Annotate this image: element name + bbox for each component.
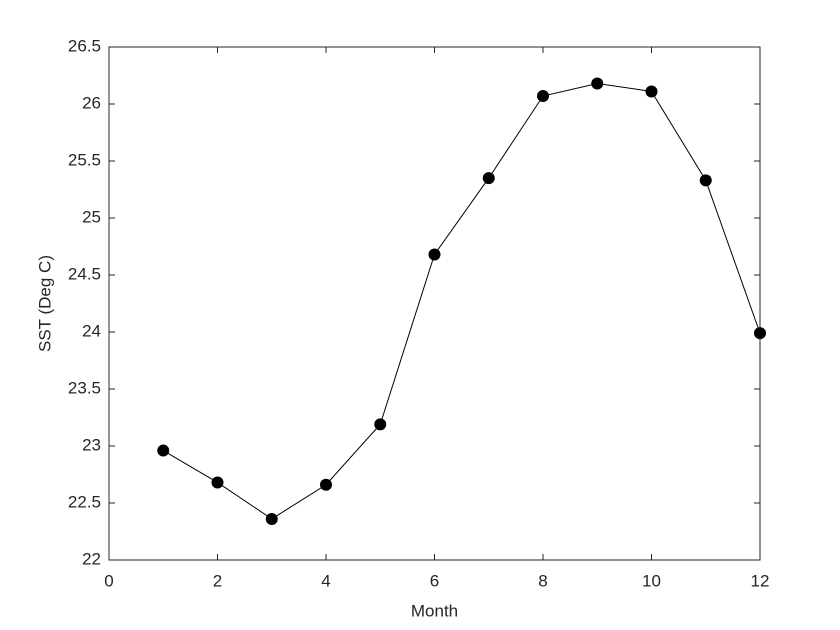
data-point [591,77,604,90]
x-tick-label: 6 [430,571,439,590]
data-line [162,82,761,520]
y-tick-label: 22.5 [68,492,101,511]
x-tick-label: 8 [538,571,547,590]
data-point [211,476,224,489]
y-tick-label: 24 [82,321,101,340]
data-point [482,172,495,185]
y-tick-label: 26 [82,93,101,112]
data-point [428,248,441,261]
x-tick-label: 10 [642,571,661,590]
y-tick-label: 23 [82,435,101,454]
x-tick-label: 12 [751,571,770,590]
x-tick-label: 0 [104,571,113,590]
data-point [537,90,549,103]
data-point [699,174,712,187]
y-tick-label: 24.5 [68,264,101,283]
data-point [754,327,766,340]
x-axis-label: Month [411,601,458,620]
y-tick-label: 22 [82,549,101,568]
x-tick-label: 2 [213,571,222,590]
y-tick-label: 25 [82,207,101,226]
y-axis-label: SST (Deg C) [35,255,54,352]
data-point [374,418,387,431]
data-point [320,478,332,491]
y-tick-label: 23.5 [68,378,101,397]
x-tick-label: 4 [321,571,330,590]
y-tick-label: 25.5 [68,150,101,169]
data-point [157,444,170,457]
data-point [645,85,658,98]
y-tick-label: 26.5 [68,36,101,55]
data-point [265,512,278,525]
